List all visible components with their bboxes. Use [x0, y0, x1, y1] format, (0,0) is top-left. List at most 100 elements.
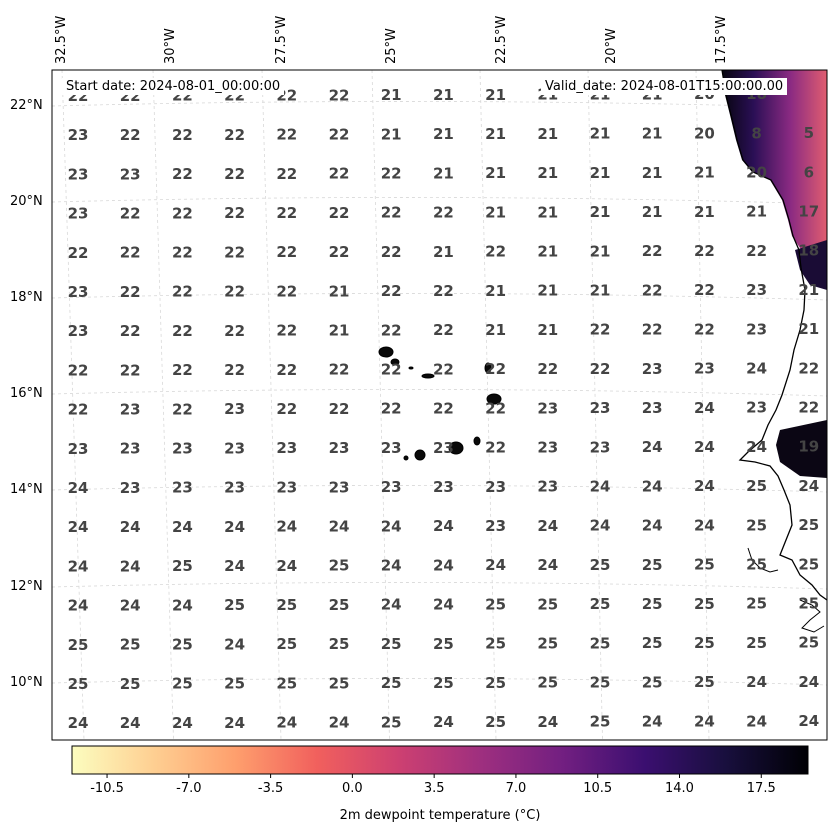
dewpoint-value: 25 — [120, 636, 141, 654]
dewpoint-value: 24 — [746, 712, 767, 730]
dewpoint-value: 22 — [433, 400, 454, 418]
dewpoint-value: 23 — [276, 439, 297, 457]
coastline — [747, 547, 779, 573]
latitude-label: 12°N — [10, 579, 43, 594]
dewpoint-value: 22 — [276, 204, 297, 222]
dewpoint-value: 25 — [590, 595, 611, 613]
dewpoint-value: 25 — [590, 556, 611, 574]
latitude-label: 14°N — [10, 482, 43, 497]
colorbar-tick-label: 3.5 — [423, 781, 445, 796]
dewpoint-value: 22 — [276, 361, 297, 379]
dewpoint-value: 23 — [746, 281, 767, 299]
dewpoint-value: 22 — [381, 361, 402, 379]
dewpoint-value: 21 — [590, 164, 611, 182]
colorbar-tick-label: 17.5 — [746, 781, 776, 796]
dewpoint-value: 22 — [485, 439, 506, 457]
dewpoint-value: 24 — [746, 673, 767, 691]
lon-gridline — [695, 70, 710, 740]
dewpoint-value: 23 — [642, 360, 663, 378]
dewpoint-value: 25 — [746, 477, 767, 495]
dewpoint-value: 25 — [590, 634, 611, 652]
dewpoint-value: 24 — [433, 556, 454, 574]
dewpoint-value: 25 — [485, 595, 506, 613]
dewpoint-value: 24 — [381, 557, 402, 575]
dewpoint-value: 25 — [590, 713, 611, 731]
dewpoint-value: 21 — [485, 86, 506, 104]
lat-gridline — [52, 389, 827, 397]
dewpoint-value: 24 — [172, 714, 193, 732]
dewpoint-value: 24 — [276, 557, 297, 575]
dewpoint-value: 23 — [224, 439, 245, 457]
island — [484, 362, 492, 374]
dewpoint-value: 25 — [694, 673, 715, 691]
colorbar-title: 2m dewpoint temperature (°C) — [339, 808, 541, 823]
dewpoint-value: 23 — [68, 126, 89, 144]
dewpoint-value: 22 — [642, 242, 663, 260]
dewpoint-value: 24 — [798, 477, 819, 495]
dewpoint-value: 23 — [68, 440, 89, 458]
dewpoint-value: 21 — [590, 125, 611, 143]
lon-gridline — [587, 70, 603, 740]
dewpoint-value: 24 — [433, 596, 454, 614]
dewpoint-value: 25 — [120, 675, 141, 693]
dewpoint-value: 23 — [329, 478, 350, 496]
dewpoint-value: 23 — [172, 479, 193, 497]
dewpoint-value: 25 — [537, 595, 558, 613]
dewpoint-value: 25 — [381, 713, 402, 731]
dewpoint-value: 25 — [746, 595, 767, 613]
dewpoint-value: 23 — [433, 478, 454, 496]
dewpoint-value: 25 — [798, 595, 819, 613]
dewpoint-value: 24 — [798, 673, 819, 691]
dewpoint-value: 25 — [642, 556, 663, 574]
dewpoint-value: 24 — [68, 714, 89, 732]
dewpoint-value: 24 — [798, 712, 819, 730]
dewpoint-value: 25 — [694, 595, 715, 613]
dewpoint-value: 24 — [746, 359, 767, 377]
dewpoint-value: 23 — [120, 479, 141, 497]
dewpoint-value: 25 — [276, 635, 297, 653]
dewpoint-value: 22 — [172, 283, 193, 301]
dewpoint-value: 22 — [224, 322, 245, 340]
dewpoint-value: 20 — [694, 124, 715, 142]
dewpoint-value: 22 — [485, 243, 506, 261]
dewpoint-value: 25 — [433, 635, 454, 653]
colorbar-gradient — [71, 745, 809, 775]
island — [448, 441, 464, 455]
dewpoint-value: 21 — [537, 164, 558, 182]
dewpoint-value: 23 — [590, 438, 611, 456]
dewpoint-value: 21 — [590, 282, 611, 300]
island — [473, 436, 481, 446]
dewpoint-value: 21 — [798, 320, 819, 338]
dewpoint-value: 25 — [746, 555, 767, 573]
dewpoint-value: 24 — [276, 714, 297, 732]
dewpoint-value: 21 — [537, 282, 558, 300]
dewpoint-value: 25 — [798, 555, 819, 573]
dewpoint-value: 23 — [68, 283, 89, 301]
dewpoint-value: 23 — [172, 440, 193, 458]
coastline — [721, 70, 827, 601]
island — [378, 346, 394, 358]
dewpoint-value: 21 — [381, 125, 402, 143]
dewpoint-value: 22 — [224, 126, 245, 144]
dewpoint-value: 25 — [746, 516, 767, 534]
dewpoint-value: 22 — [276, 322, 297, 340]
lon-gridline — [61, 70, 85, 740]
dewpoint-value: 24 — [120, 714, 141, 732]
dewpoint-value: 24 — [433, 713, 454, 731]
dewpoint-value: 23 — [746, 320, 767, 338]
dewpoint-value: 21 — [590, 242, 611, 260]
dewpoint-value: 24 — [642, 438, 663, 456]
dewpoint-value: 21 — [537, 242, 558, 260]
dewpoint-value: 22 — [172, 204, 193, 222]
longitude-label: 25°W — [384, 28, 399, 64]
dewpoint-value: 22 — [120, 283, 141, 301]
dewpoint-value: 23 — [485, 478, 506, 496]
dewpoint-value: 24 — [694, 438, 715, 456]
dewpoint-value: 25 — [485, 674, 506, 692]
dewpoint-value: 21 — [642, 203, 663, 221]
dewpoint-value: 24 — [433, 517, 454, 535]
dewpoint-value: 23 — [224, 479, 245, 497]
longitude-label: 27.5°W — [274, 15, 289, 64]
dewpoint-value: 25 — [746, 634, 767, 652]
